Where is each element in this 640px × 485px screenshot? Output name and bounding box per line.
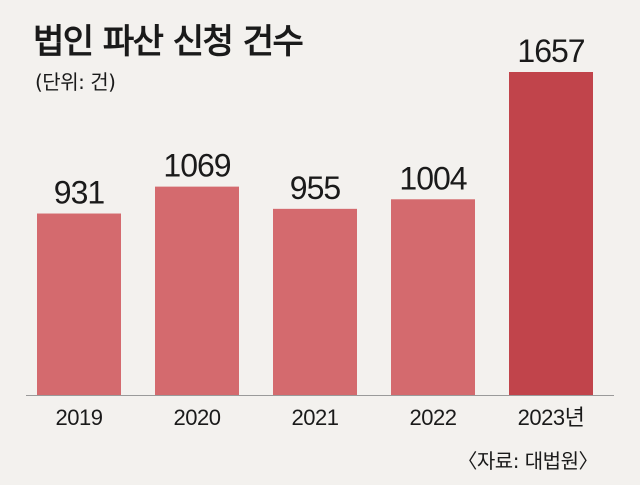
chart-title: 법인 파산 신청 건수 <box>33 22 304 62</box>
category-label: 2023년 <box>518 405 585 430</box>
source-note: 〈자료: 대법원〉 <box>457 449 598 473</box>
bar-2020 <box>155 186 239 395</box>
value-label: 1657 <box>517 33 584 69</box>
value-label: 955 <box>290 170 341 206</box>
bar-2022 <box>391 199 475 395</box>
category-label: 2021 <box>292 405 339 430</box>
category-label: 2019 <box>56 405 103 430</box>
bar-2019 <box>37 213 121 395</box>
category-label: 2020 <box>174 405 221 430</box>
category-label: 2022 <box>410 405 457 430</box>
value-label: 931 <box>54 175 105 211</box>
bar-2023년 <box>509 72 593 395</box>
value-label: 1069 <box>163 148 230 184</box>
bar-2021 <box>273 208 357 395</box>
value-label: 1004 <box>399 160 466 196</box>
unit-note: (단위: 건) <box>35 70 116 94</box>
